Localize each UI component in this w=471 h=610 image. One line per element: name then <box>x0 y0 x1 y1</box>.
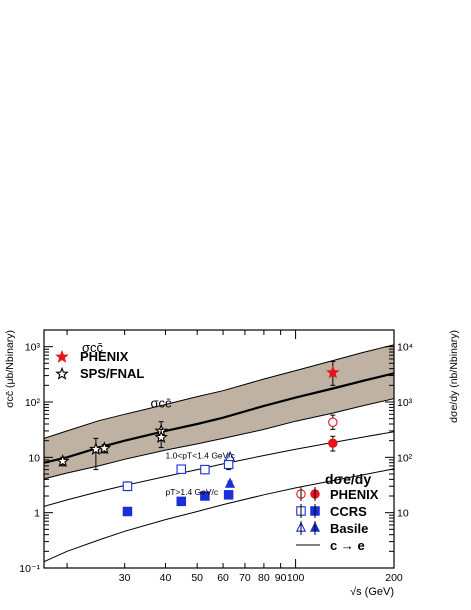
legend-bottom-entry: CCRS <box>330 504 367 519</box>
y-left-tick-label: 10³ <box>25 342 41 354</box>
x-tick-label: 60 <box>217 572 229 584</box>
legend-bottom-entry: c → e <box>330 538 365 553</box>
data-point-open-triangle <box>224 450 236 462</box>
data-point-filled-square <box>200 491 210 501</box>
y-left-tick-label: 10⁻¹ <box>19 563 40 575</box>
x-tick-label: 100 <box>287 572 305 584</box>
legend-top-title: σcc̄ <box>82 340 104 355</box>
data-point-open-square <box>223 459 234 469</box>
data-point-open-star <box>97 441 112 455</box>
x-tick-label: 30 <box>119 572 131 584</box>
y-left-tick-label: 10 <box>28 452 40 464</box>
data-point-open-star <box>154 430 168 444</box>
data-point-filled-star <box>326 365 340 379</box>
chart-annotation: pT>1.4 GeV/c <box>165 487 218 497</box>
data-point-open-square <box>122 481 133 492</box>
y-right-tick-label: 10² <box>397 452 413 464</box>
legend-top-entry: PHENIX <box>80 349 129 364</box>
x-tick-label: 40 <box>160 572 172 584</box>
series-curve-1 <box>44 431 394 507</box>
uncertainty-band <box>44 344 394 480</box>
x-tick-label: 200 <box>385 572 403 584</box>
data-point-filled-triangle <box>224 477 236 488</box>
data-point-open-circle <box>328 417 338 428</box>
x-tick-label: 50 <box>191 572 203 584</box>
x-tick-label: 90 <box>275 572 287 584</box>
x-tick-label: 80 <box>258 572 270 584</box>
series-curve-2 <box>44 468 394 563</box>
chart-annotation: σcc̄ <box>151 395 173 410</box>
legend-bottom-entry: PHENIX <box>330 487 379 502</box>
y-left-axis-label: σcc̄ (μb/Nbinary) <box>4 330 16 408</box>
y-left-tick-label: 1 <box>34 508 40 520</box>
legend-bottom-entry: Basile <box>330 521 368 536</box>
y-right-axis-label: dσe/dy (nb/Nbinary) <box>448 330 460 423</box>
x-tick-label: 70 <box>239 572 251 584</box>
y-right-tick-label: 10³ <box>397 397 413 409</box>
chart-annotation: 1.0<pT<1.4 GeV/c <box>165 451 235 461</box>
y-right-tick-label: 10 <box>397 508 409 520</box>
data-point-open-star <box>55 454 70 467</box>
x-axis-label: √s (GeV) <box>350 586 394 598</box>
y-left-tick-label: 10² <box>25 397 41 409</box>
data-point-filled-square <box>176 496 187 507</box>
data-point-open-square <box>176 464 187 474</box>
legend-marker-phenix <box>55 349 69 363</box>
data-point-filled-square <box>223 490 234 500</box>
legend-marker-sps <box>55 366 69 380</box>
data-point-filled-square <box>122 506 133 517</box>
legend-top-entry: SPS/FNAL <box>80 366 144 381</box>
plot-frame <box>43 329 395 569</box>
data-point-open-square <box>200 464 210 475</box>
y-right-tick-label: 10⁴ <box>397 342 413 354</box>
data-point-filled-circle <box>328 438 338 448</box>
legend-bottom-title: dσe/dy <box>325 471 371 487</box>
